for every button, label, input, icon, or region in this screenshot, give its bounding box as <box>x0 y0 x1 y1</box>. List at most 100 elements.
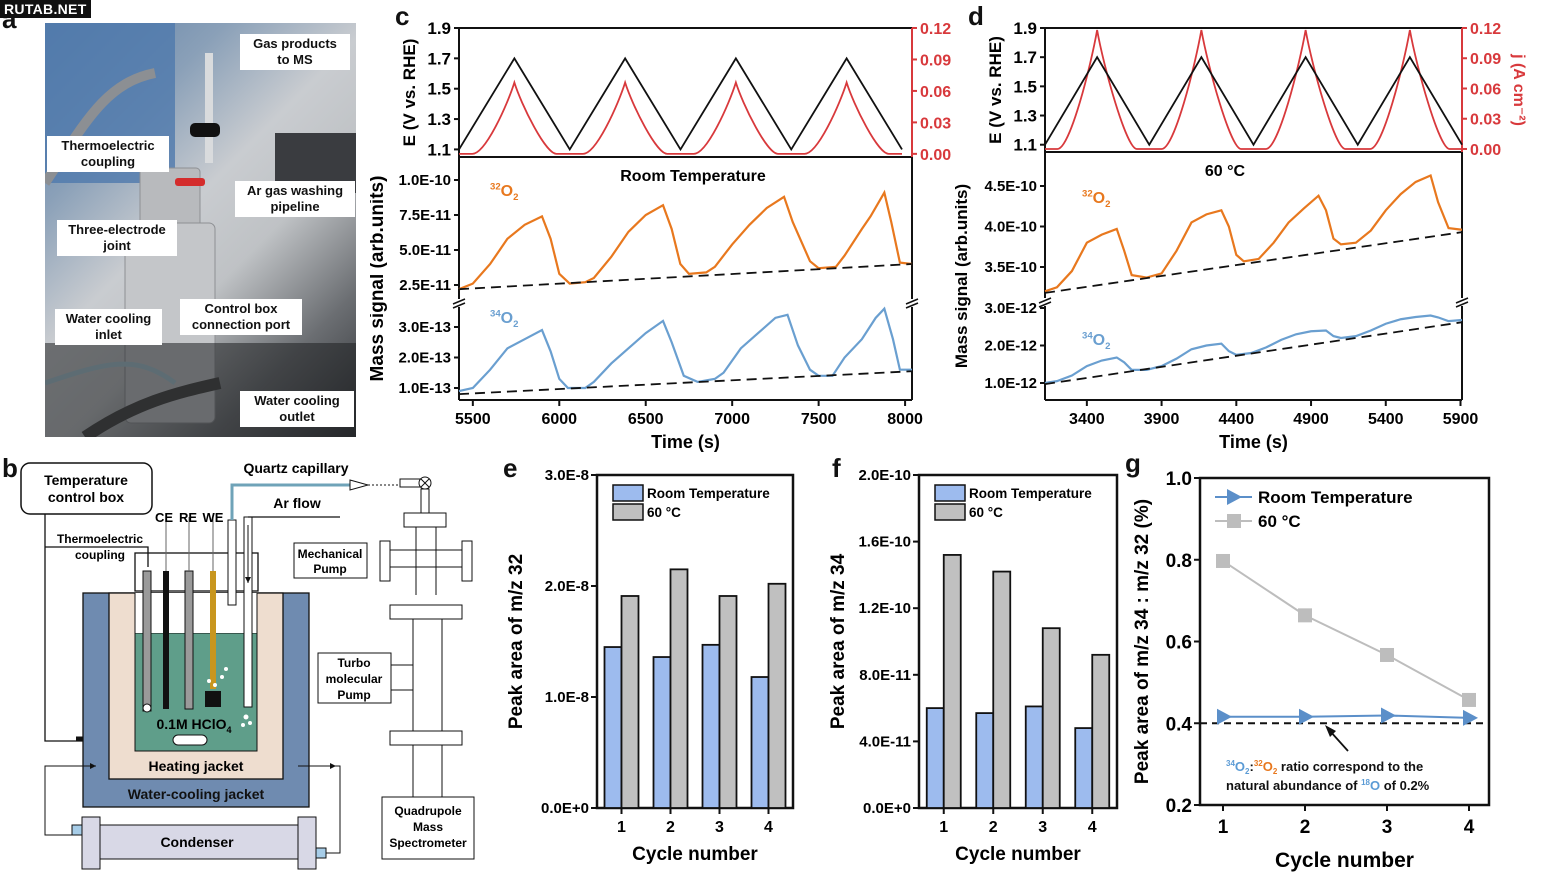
heating-jacket-label: Heating jacket <box>149 758 244 774</box>
y-tick-label: 1.1 <box>427 140 451 159</box>
y2-tick-label: 0.06 <box>920 84 951 101</box>
x-axis-label: Cycle number <box>1275 849 1414 872</box>
callout-water-outlet: Water cooling outlet <box>240 391 354 427</box>
y-tick-label: 2.0E-10 <box>858 467 911 484</box>
quadrupole-ms <box>381 796 475 860</box>
y-tick-label: 1.6E-10 <box>858 534 911 551</box>
reference-electrode <box>184 570 194 710</box>
legend-label: Room Temperature <box>969 486 1092 501</box>
water-cooling-jacket-label: Water-cooling jacket <box>128 786 265 802</box>
x-tick-label: 4 <box>1464 817 1475 838</box>
y-axis-label: Peak area of m/z 34 <box>828 553 849 729</box>
bar-room-temperature-cycle-3 <box>701 643 721 809</box>
annotation-arrowhead <box>1325 725 1336 737</box>
ms-y-tick-label: 3.0E-13 <box>398 319 451 336</box>
bar-room-temperature-cycle-4 <box>1074 727 1094 809</box>
axis-break-mark <box>905 298 919 305</box>
tcb-label-2: control box <box>48 489 124 505</box>
bar-room-temperature-cycle-2 <box>652 656 672 809</box>
chart-c: 1.1 1.3 1.5 1.7 1.9 0.00 0.03 0.06 0.09 0.12 E (V … <box>370 19 951 452</box>
chart-e: 0.0E+0 1.0E-8 2.0E-8 3.0E-8 1 2 3 4 Room Tempera… <box>506 467 795 865</box>
y-axis-label: Peak area of m/z 34 : m/z 32 (%) <box>1132 499 1153 784</box>
y-axis-label: E (V vs. RHE) <box>400 39 419 147</box>
axis-break-gap <box>908 299 916 307</box>
series-line-32O2 <box>458 189 913 291</box>
ms-y-tick-label: 2.0E-12 <box>984 338 1037 355</box>
y-tick-label: 0.6 <box>1166 633 1192 654</box>
axis-break-gap <box>455 299 463 307</box>
ms-y-tick-label: 4.0E-10 <box>984 219 1037 236</box>
ms-y-tick-label: 5.0E-11 <box>399 242 451 259</box>
potential-line <box>1044 55 1463 147</box>
series-label-32O2: 32O2 <box>490 182 518 203</box>
panel-label-a: a <box>2 4 17 34</box>
y-tick-label: 2.0E-8 <box>545 578 589 595</box>
apparatus-photo: Gas products to MS Thermoelectric coupli… <box>45 23 356 437</box>
plot-frame <box>1198 476 1491 807</box>
axis-break-mark <box>452 302 466 309</box>
y-tick-label: 1.0 <box>1166 469 1192 490</box>
bar-60c-cycle-2 <box>669 568 689 809</box>
y2-tick-label: 0.00 <box>1470 142 1501 159</box>
data-point-square <box>1216 553 1230 568</box>
chart-d: 1.1 1.3 1.5 1.7 1.9 0.00 0.03 0.06 0.09 0.12 E (V … <box>952 19 1527 452</box>
data-point-square <box>1462 692 1476 707</box>
bar-60c-cycle-4 <box>1091 653 1111 809</box>
y-axis-label: E (V vs. RHE) <box>986 36 1005 144</box>
schematic-diagram: Temperature <box>20 460 475 870</box>
y-tick-label: 1.1 <box>1013 136 1037 155</box>
axis-break-mark <box>1038 301 1052 308</box>
y-tick-label: 1.7 <box>1013 48 1037 67</box>
condition-title: Room Temperature <box>620 168 766 185</box>
qms-label-2: Mass <box>413 820 443 834</box>
bar-60c-cycle-4 <box>767 582 787 809</box>
y-tick-label: 1.0E-8 <box>545 689 589 706</box>
current-density-line <box>1045 29 1462 150</box>
axis-break-mark <box>1038 297 1052 304</box>
y-tick-label: 1.5 <box>1013 77 1037 96</box>
y2-tick-label: 0.09 <box>920 52 951 69</box>
axis-break-gap <box>1041 298 1049 306</box>
potential-line <box>458 56 903 152</box>
x-tick-label: 6000 <box>541 411 577 428</box>
qms-label-3: Spectrometer <box>389 836 467 850</box>
y-tick-label: 1.5 <box>427 80 451 99</box>
ms-y-tick-label: 1.0E-10 <box>398 172 451 189</box>
x-tick-label: 3 <box>1038 819 1047 836</box>
data-point-triangle <box>1463 709 1478 726</box>
legend-label: 60 °C <box>647 505 681 520</box>
turbo-pump <box>317 652 392 704</box>
callout-gas-products: Gas products to MS <box>240 34 350 70</box>
legend-swatch <box>612 503 644 521</box>
condenser <box>99 824 299 860</box>
legend-label: 60 °C <box>1258 512 1301 531</box>
callout-three-electrode: Three-electrode joint <box>57 220 177 256</box>
x-tick-label: 1 <box>939 819 948 836</box>
y2-tick-label: 0.06 <box>1470 81 1501 98</box>
watermark: RUTAB.NET <box>0 0 91 18</box>
callout-water-inlet: Water cooling inlet <box>55 309 162 345</box>
working-electrode <box>210 571 216 689</box>
x-tick-label: 4900 <box>1293 411 1329 428</box>
bar-60c-cycle-3 <box>718 595 738 809</box>
x-tick-label: 1 <box>1218 817 1229 838</box>
x-axis-label: Time (s) <box>651 432 720 452</box>
counter-electrode <box>163 571 169 709</box>
axis-break-mark <box>1455 301 1469 308</box>
y2-tick-label: 0.12 <box>920 21 951 38</box>
x-tick-label: 7000 <box>714 411 750 428</box>
x-axis-label: Time (s) <box>1219 432 1288 452</box>
thermoelectric-label-1: Thermoelectric <box>57 532 143 546</box>
ms-y-tick-label: 4.5E-10 <box>984 178 1037 195</box>
bar-60c-cycle-1 <box>620 595 640 809</box>
temperature-control-box-label-1: Temperature <box>44 472 128 488</box>
bar-60c-cycle-1 <box>942 554 962 809</box>
y2-tick-label: 0.12 <box>1470 21 1501 38</box>
cv-frame <box>1044 27 1463 153</box>
legend-label: 60 °C <box>969 505 1003 520</box>
axis-break-mark <box>1455 297 1469 304</box>
series-line-34O2 <box>458 306 912 393</box>
mech-pump-label-2: Pump <box>313 562 346 576</box>
series-line <box>1223 714 1470 719</box>
condenser-label: Condenser <box>160 834 234 850</box>
